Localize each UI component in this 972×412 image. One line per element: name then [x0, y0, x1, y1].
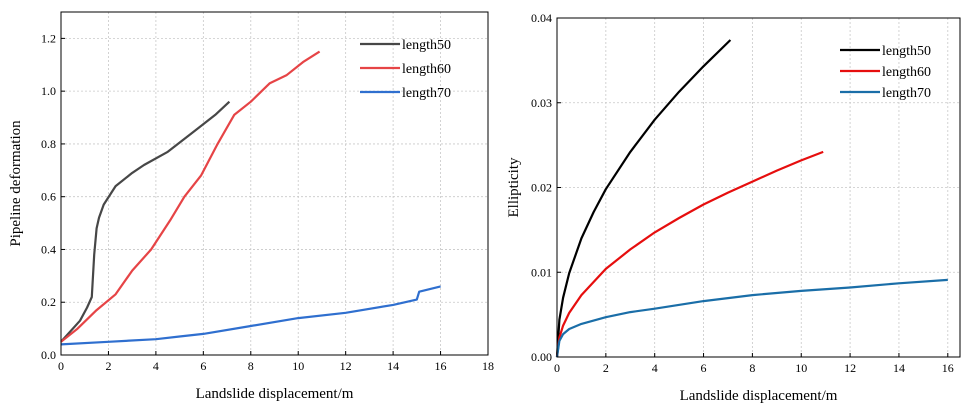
x-tick-label: 0 [554, 361, 560, 375]
y-axis-title: Ellipticity [506, 157, 522, 217]
x-tick-label: 6 [200, 359, 206, 373]
x-tick-label: 4 [652, 361, 658, 375]
x-tick-label: 10 [795, 361, 807, 375]
y-tick-label: 0.0 [41, 348, 56, 362]
chart-panel-2: 0 2 4 6 8 10 12 14 16 0.00 0.01 0.02 0.03 0.04 Landsli… [506, 11, 961, 404]
x-tick-label: 14 [387, 359, 399, 373]
y-tick-label: 0.2 [41, 295, 56, 309]
y-tick-label: 1.0 [41, 84, 56, 98]
y-tick-label: 0.03 [531, 96, 552, 110]
legend-label-length60: length60 [402, 62, 451, 77]
x-tick-label: 18 [482, 359, 494, 373]
x-tick-label: 0 [58, 359, 64, 373]
y-axis-title: Pipeline deformation [8, 120, 24, 247]
legend-label-length60: length60 [882, 65, 931, 80]
legend-label-length70: length70 [402, 86, 451, 101]
x-tick-label: 8 [749, 361, 755, 375]
x-tick-label: 12 [844, 361, 856, 375]
x-tick-label: 10 [292, 359, 304, 373]
x-axis-title: Landslide displacement/m [680, 388, 838, 404]
y-tick-label: 0.00 [531, 350, 552, 364]
series-line-length70 [60, 285, 441, 346]
x-tick-label: 4 [153, 359, 159, 373]
x-axis-title: Landslide displacement/m [196, 386, 354, 402]
legend-label-length50: length50 [882, 44, 931, 59]
x-tick-label: 16 [435, 359, 447, 373]
series-line-length50 [555, 39, 732, 358]
chart-panel-1: 0 2 4 6 8 10 12 14 16 18 0.0 0.2 0.4 0.6 0.8 1.0 1.2 Land… [8, 11, 494, 402]
series-line-length60 [555, 150, 824, 358]
y-tick-label: 0.6 [41, 190, 56, 204]
x-tick-label: 12 [340, 359, 352, 373]
x-tick-label: 2 [105, 359, 111, 373]
x-tick-label: 6 [701, 361, 707, 375]
y-tick-label: 0.02 [531, 181, 552, 195]
legend: length50 length60 length70 [840, 44, 931, 101]
y-tick-label: 0.04 [531, 11, 552, 25]
legend: length50 length60 length70 [360, 38, 451, 101]
series-line-length60 [60, 50, 321, 343]
series-line-length70 [555, 278, 948, 358]
plot-frame [60, 11, 489, 356]
x-tick-label: 16 [942, 361, 954, 375]
x-tick-label: 8 [248, 359, 254, 373]
series-line-length50 [60, 100, 231, 343]
x-tick-label: 14 [893, 361, 905, 375]
y-tick-label: 0.4 [41, 242, 56, 256]
legend-label-length50: length50 [402, 38, 451, 53]
y-tick-label: 0.8 [41, 137, 56, 151]
y-tick-label: 0.01 [531, 265, 552, 279]
y-tick-label: 1.2 [41, 31, 56, 45]
x-tick-label: 2 [603, 361, 609, 375]
legend-label-length70: length70 [882, 86, 931, 101]
